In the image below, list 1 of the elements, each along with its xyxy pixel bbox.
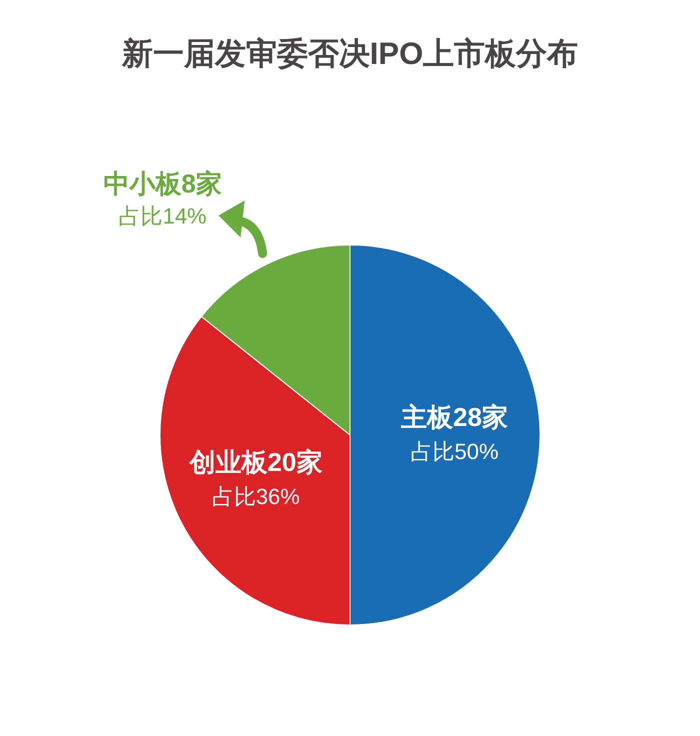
title: 新一届发审委否决IPO上市板分布: [122, 36, 578, 72]
